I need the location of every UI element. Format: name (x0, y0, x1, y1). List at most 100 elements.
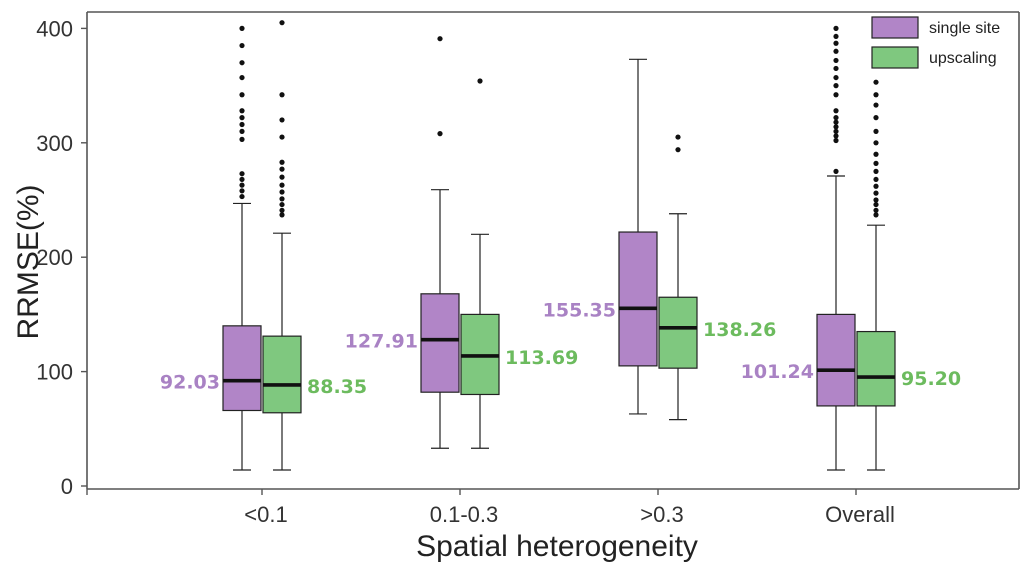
series-upscaling (262, 20, 896, 471)
outlier-point (279, 182, 285, 188)
outlier-point (239, 121, 245, 128)
x-tick-label: Overall (825, 502, 895, 527)
x-tick-label: >0.3 (640, 502, 683, 527)
legend-swatch (871, 46, 919, 69)
outlier-point (833, 137, 839, 144)
box-plot-series (222, 20, 896, 471)
outlier-point (279, 207, 285, 213)
median-value-label: 88.35 (307, 376, 367, 398)
outlier-point (279, 201, 285, 208)
outlier-point (873, 128, 879, 134)
outlier-point (675, 134, 681, 140)
iqr-box (262, 335, 302, 414)
box-single-site-3 (816, 25, 856, 471)
outlier-point (873, 212, 879, 218)
outlier-point (279, 159, 285, 165)
outlier-point (833, 124, 839, 130)
series-single-site (222, 25, 856, 471)
outlier-point (239, 115, 245, 121)
box-single-site-2 (618, 58, 658, 415)
outlier-point (873, 207, 879, 213)
iqr-box (618, 231, 658, 367)
box-single-site-0 (222, 25, 262, 471)
outlier-point (239, 136, 245, 142)
plot-frame (86, 11, 1020, 490)
outlier-point (279, 92, 285, 98)
outlier-point (873, 183, 879, 189)
x-tick-label: <0.1 (244, 502, 287, 527)
median-value-label: 138.26 (703, 319, 776, 341)
x-tick-label: 0.1-0.3 (430, 502, 499, 527)
outlier-point (833, 65, 839, 72)
x-axis-title: Spatial heterogeneity (416, 530, 698, 563)
outlier-point (833, 128, 839, 134)
outlier-point (833, 33, 839, 40)
outlier-point (833, 92, 839, 98)
outlier-point (239, 60, 245, 66)
x-axis: <0.1 0.1-0.3 >0.3 Overall (86, 489, 895, 527)
legend-label: single site (929, 20, 1000, 37)
outlier-point (873, 115, 879, 121)
outlier-point (279, 212, 285, 218)
iqr-box (420, 293, 460, 393)
median-value-label: 127.91 (345, 331, 418, 353)
outlier-point (873, 197, 879, 203)
outlier-point (239, 176, 245, 183)
y-axis: 0 100 200 300 400 (36, 16, 87, 499)
outlier-point (833, 83, 839, 89)
outlier-point (239, 188, 245, 194)
y-tick-label: 300 (36, 131, 73, 156)
outlier-point (239, 171, 245, 177)
outlier-point (873, 160, 879, 166)
outlier-point (239, 128, 245, 134)
outlier-point (239, 108, 245, 114)
box-upscaling-2 (658, 134, 698, 421)
outlier-point (437, 131, 443, 137)
y-tick-label: 100 (36, 360, 73, 385)
outlier-point (833, 48, 839, 54)
outlier-point (873, 79, 879, 85)
outlier-point (239, 193, 245, 200)
outlier-point (833, 25, 839, 31)
outlier-point (239, 92, 245, 98)
outlier-point (873, 201, 879, 208)
outlier-point (477, 78, 483, 84)
outlier-point (833, 168, 839, 174)
iqr-box (856, 330, 896, 407)
median-value-label: 92.03 (160, 372, 220, 394)
outlier-point (437, 36, 443, 42)
outlier-point (239, 182, 245, 188)
outlier-point (675, 147, 681, 153)
outlier-point (873, 92, 879, 98)
outlier-point (833, 74, 839, 81)
outlier-point (873, 151, 879, 157)
y-axis-title: RRMSE(%) (12, 185, 45, 340)
outlier-point (873, 190, 879, 196)
outlier-point (239, 74, 245, 81)
outlier-point (833, 133, 839, 139)
legend-swatch (871, 16, 919, 39)
outlier-point (279, 20, 285, 26)
outlier-point (873, 176, 879, 183)
outlier-point (833, 115, 839, 121)
outlier-point (833, 108, 839, 114)
legend-label: upscaling (929, 50, 997, 67)
median-value-label: 95.20 (901, 368, 961, 390)
box-upscaling-3 (856, 20, 896, 471)
outlier-point (279, 174, 285, 180)
y-tick-label: 400 (36, 16, 73, 41)
box-upscaling-0 (262, 20, 302, 471)
outlier-point (279, 117, 285, 123)
outlier-point (873, 140, 879, 146)
legend: single site upscaling (871, 16, 1000, 69)
outlier-point (239, 25, 245, 31)
median-value-label: 101.24 (741, 361, 814, 383)
box-single-site-1 (420, 36, 460, 449)
iqr-box (658, 296, 698, 369)
y-tick-label: 0 (61, 474, 73, 499)
y-tick-label: 200 (36, 245, 73, 270)
iqr-box (816, 313, 856, 407)
outlier-point (279, 166, 285, 172)
